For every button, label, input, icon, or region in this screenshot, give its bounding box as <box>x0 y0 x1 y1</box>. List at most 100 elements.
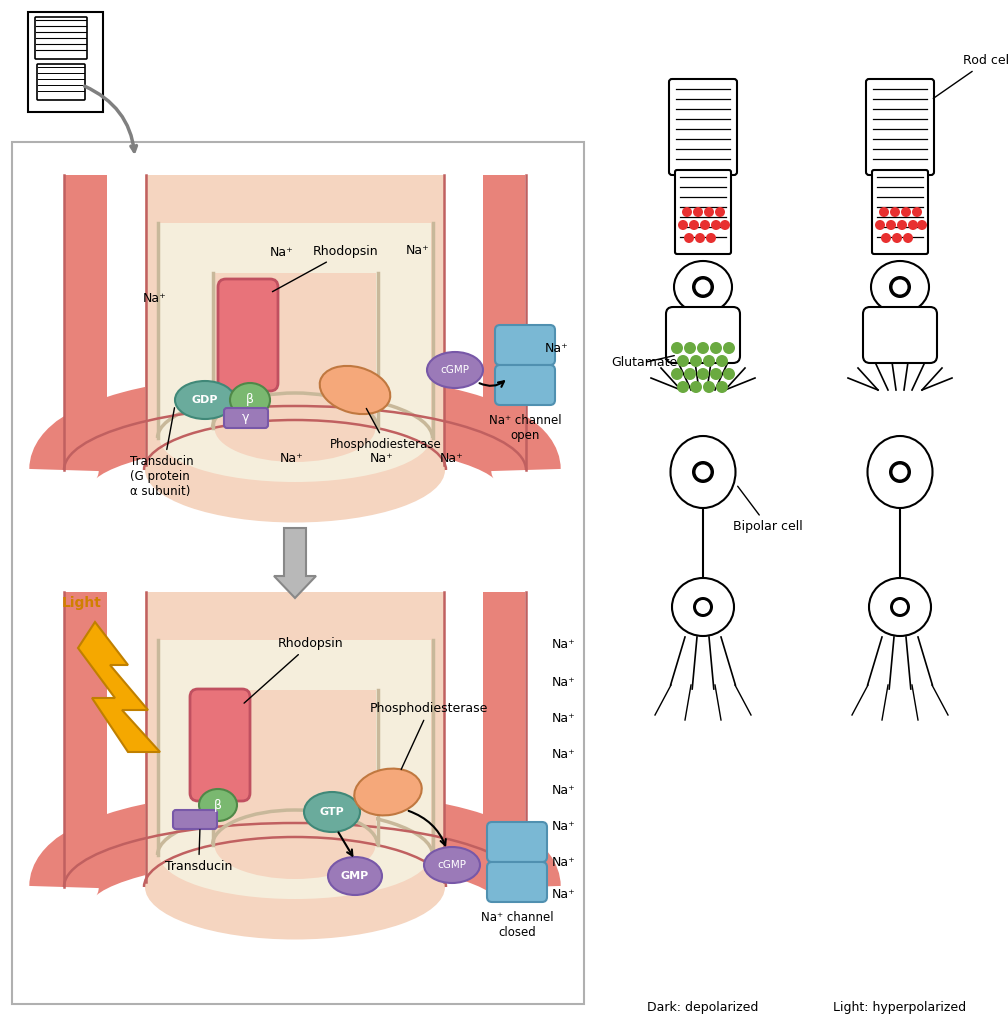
Circle shape <box>890 207 900 217</box>
Circle shape <box>890 597 910 617</box>
Ellipse shape <box>674 261 732 313</box>
Text: Na⁺: Na⁺ <box>406 244 429 256</box>
Circle shape <box>716 355 728 367</box>
Text: Na⁺: Na⁺ <box>270 246 294 258</box>
FancyBboxPatch shape <box>866 79 934 175</box>
Text: Transducin: Transducin <box>165 829 233 873</box>
Circle shape <box>710 342 722 354</box>
Ellipse shape <box>892 280 907 295</box>
FancyBboxPatch shape <box>218 279 278 391</box>
Text: Na⁺: Na⁺ <box>552 639 576 651</box>
Circle shape <box>908 220 918 230</box>
Text: Phosphodiesterase: Phosphodiesterase <box>370 702 488 769</box>
Bar <box>159 640 430 855</box>
Bar <box>12 142 584 1004</box>
Ellipse shape <box>215 811 376 879</box>
Text: cGMP: cGMP <box>440 365 470 375</box>
FancyBboxPatch shape <box>863 307 937 362</box>
Text: Na⁺: Na⁺ <box>552 819 576 833</box>
Ellipse shape <box>670 436 736 508</box>
Circle shape <box>697 342 709 354</box>
Ellipse shape <box>692 461 714 483</box>
Ellipse shape <box>868 436 932 508</box>
Ellipse shape <box>672 578 734 636</box>
Polygon shape <box>78 622 160 752</box>
FancyBboxPatch shape <box>190 689 250 801</box>
Circle shape <box>703 355 715 367</box>
Circle shape <box>690 381 702 393</box>
Text: Na⁺: Na⁺ <box>440 452 464 465</box>
Circle shape <box>677 355 689 367</box>
Text: Na⁺: Na⁺ <box>552 783 576 797</box>
Text: Na⁺: Na⁺ <box>552 855 576 868</box>
Circle shape <box>694 207 703 217</box>
Ellipse shape <box>145 835 445 939</box>
Text: Na⁺ channel
closed: Na⁺ channel closed <box>481 911 553 939</box>
Circle shape <box>684 342 696 354</box>
Ellipse shape <box>869 578 931 636</box>
Circle shape <box>703 381 715 393</box>
Text: Na⁺: Na⁺ <box>280 452 303 465</box>
Text: GDP: GDP <box>192 395 219 406</box>
Text: GTP: GTP <box>320 807 345 817</box>
Text: Light: hyperpolarized: Light: hyperpolarized <box>834 1001 967 1015</box>
Circle shape <box>893 600 907 614</box>
Text: Na⁺: Na⁺ <box>370 452 394 465</box>
Ellipse shape <box>328 857 382 895</box>
Circle shape <box>875 220 885 230</box>
Text: Dark: depolarized: Dark: depolarized <box>647 1001 759 1015</box>
Ellipse shape <box>696 280 711 295</box>
FancyBboxPatch shape <box>487 822 547 862</box>
Text: Na⁺: Na⁺ <box>552 676 576 688</box>
Circle shape <box>704 207 714 217</box>
Bar <box>28 12 103 112</box>
Text: Na⁺ channel
open: Na⁺ channel open <box>489 414 561 442</box>
FancyBboxPatch shape <box>669 79 737 175</box>
Text: Rhodopsin: Rhodopsin <box>272 245 379 292</box>
Ellipse shape <box>199 790 237 821</box>
Circle shape <box>723 368 735 380</box>
Text: Transducin
(G protein
α subunit): Transducin (G protein α subunit) <box>130 408 194 498</box>
Bar <box>215 690 376 845</box>
Ellipse shape <box>145 418 445 522</box>
Bar <box>483 175 525 470</box>
Text: Na⁺: Na⁺ <box>143 292 167 304</box>
Bar <box>65 175 107 470</box>
Ellipse shape <box>215 394 376 462</box>
Ellipse shape <box>889 461 911 483</box>
Ellipse shape <box>692 276 714 298</box>
FancyBboxPatch shape <box>666 307 740 362</box>
Text: Bipolar cell: Bipolar cell <box>733 486 802 534</box>
Circle shape <box>881 233 891 243</box>
Ellipse shape <box>159 394 430 482</box>
FancyArrow shape <box>274 528 316 598</box>
Circle shape <box>917 220 927 230</box>
Circle shape <box>697 368 709 380</box>
Circle shape <box>901 207 911 217</box>
FancyBboxPatch shape <box>872 170 928 254</box>
Ellipse shape <box>696 465 711 479</box>
Circle shape <box>912 207 922 217</box>
Circle shape <box>690 355 702 367</box>
Text: Phosphodiesterase: Phosphodiesterase <box>330 409 442 451</box>
Circle shape <box>715 207 725 217</box>
Circle shape <box>710 368 722 380</box>
Text: Glutamate: Glutamate <box>611 355 677 369</box>
FancyBboxPatch shape <box>495 325 555 365</box>
Text: β: β <box>246 393 254 407</box>
Bar <box>483 592 525 887</box>
Bar <box>159 223 430 438</box>
Circle shape <box>678 220 688 230</box>
Circle shape <box>723 342 735 354</box>
FancyBboxPatch shape <box>173 810 217 829</box>
Ellipse shape <box>159 811 430 899</box>
Circle shape <box>886 220 896 230</box>
Text: Rod cell: Rod cell <box>933 54 1008 98</box>
Circle shape <box>700 220 710 230</box>
Ellipse shape <box>230 383 270 417</box>
Text: β: β <box>214 799 222 811</box>
Text: GMP: GMP <box>341 871 369 881</box>
Circle shape <box>696 600 710 614</box>
Ellipse shape <box>892 465 907 479</box>
FancyBboxPatch shape <box>675 170 731 254</box>
